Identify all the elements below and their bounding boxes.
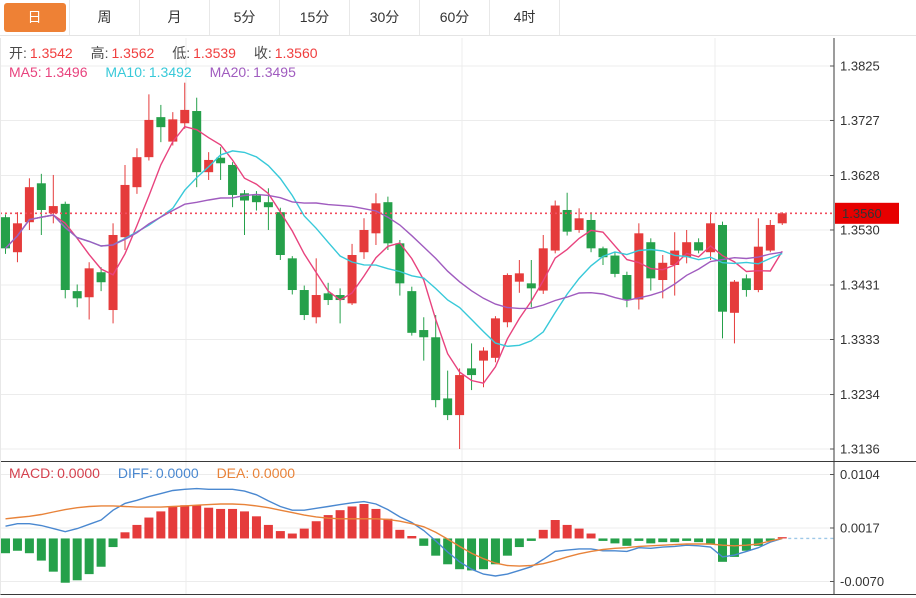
tab-label: 4时 [513,9,536,25]
ma5-label: MA5: [9,64,42,80]
macd-tick-label: 0.0104 [840,467,880,482]
macd-label: MACD: [9,465,55,481]
ma10-line [4,150,783,348]
timeframe-tab-60min[interactable]: 60分 [420,0,490,35]
high-label: 高: [90,45,109,61]
ma5-value: 1.3496 [44,64,88,80]
ma-lines [4,125,783,384]
ma20-label: MA20: [209,64,251,80]
price-tick-label: 1.3234 [840,387,880,402]
diff-value: 0.0000 [155,465,199,481]
price-tick-label: 1.3825 [840,59,880,74]
high-value: 1.3562 [111,45,155,61]
price-axis-labels: 1.3825 1.3727 1.3628 1.3530 1.3431 1.3333 1.32… [830,59,880,457]
open-value: 1.3542 [29,45,73,61]
timeframe-tab-4hour[interactable]: 4时 [490,0,560,35]
tab-label: 周 [97,9,112,25]
macd-readout: MACD: 0.0000 DIFF: 0.0000 DEA: 0.0000 [9,465,309,481]
price-tick-label: 1.3530 [840,222,880,237]
ma-readout: MA5: 1.3496 MA10: 1.3492 MA20: 1.3495 [9,64,310,80]
tab-label: 日 [3,3,66,32]
price-tick-label: 1.3727 [840,113,880,128]
timeframe-tab-day[interactable]: 日 [0,0,70,35]
macd-tick-label: 0.0017 [840,521,880,536]
tab-label: 30分 [369,9,400,25]
open-label: 开: [9,45,27,61]
last-price-badge: 1.3560 [835,202,899,224]
tab-label: 15分 [299,9,330,25]
timeframe-tab-15min[interactable]: 15分 [280,0,350,35]
close-value: 1.3560 [274,45,318,61]
grid-lines [0,38,834,595]
tab-label: 60分 [439,9,470,25]
dea-line [5,503,783,567]
ma10-label: MA10: [105,64,146,80]
dea-label: DEA: [216,465,250,481]
timeframe-tab-month[interactable]: 月 [140,0,210,35]
price-tick-label: 1.3136 [840,442,880,457]
close-label: 收: [253,45,272,61]
price-tick-label: 1.3431 [840,278,880,293]
low-value: 1.3539 [193,45,236,61]
ma20-line [4,193,783,310]
timeframe-tab-30min[interactable]: 30分 [350,0,420,35]
macd-histogram [1,504,787,583]
macd-axis-labels: 0.0104 0.0017 -0.0070 [830,467,884,589]
ma5-line [4,125,783,384]
diff-line [5,487,783,577]
timeframe-tab-week[interactable]: 周 [70,0,140,35]
diff-label: DIFF: [117,465,153,481]
price-tick-label: 1.3628 [840,168,880,183]
axes [0,38,916,595]
last-price-value: 1.3560 [842,206,882,221]
low-label: 低: [172,45,191,61]
ma20-value: 1.3495 [253,64,296,80]
tab-label: 5分 [233,9,256,25]
price-tick-label: 1.3333 [840,332,880,347]
tab-label: 月 [167,9,182,25]
macd-lines [5,487,834,577]
timeframe-tab-5min[interactable]: 5分 [210,0,280,35]
timeframe-toolbar: 日 周 月 5分 15分 30分 60分 4时 [0,0,916,36]
macd-tick-label: -0.0070 [840,574,884,589]
ohlc-readout: 开: 1.3542 高: 1.3562 低: 1.3539 收: 1.3560 [9,43,332,63]
macd-value: 0.0000 [57,465,100,481]
ma10-value: 1.3492 [148,64,192,80]
dea-value: 0.0000 [252,465,296,481]
